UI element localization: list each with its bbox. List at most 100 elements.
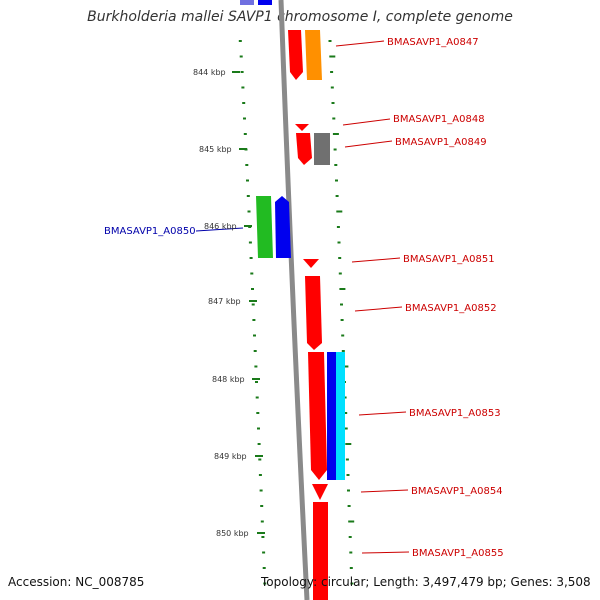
gene-a0850-green bbox=[256, 196, 273, 258]
ruler-tick-label: 846 kbp bbox=[204, 222, 237, 231]
gene-block-top-blue bbox=[258, 0, 272, 5]
ruler-tick-label: 844 kbp bbox=[193, 68, 226, 77]
gene-label[interactable]: BMASAVP1_A0851 bbox=[403, 254, 495, 265]
track-tick bbox=[333, 148, 337, 151]
track-tick bbox=[246, 195, 250, 197]
track-tick bbox=[243, 117, 246, 120]
gene-a0848 bbox=[295, 124, 309, 131]
gene-a0853-cyan bbox=[336, 352, 345, 480]
track-tick bbox=[346, 474, 350, 476]
track-tick bbox=[252, 319, 256, 321]
leader-a0848 bbox=[342, 118, 391, 126]
leader-a0855 bbox=[361, 551, 410, 554]
chromosome-backbone bbox=[278, 0, 310, 600]
gene-label[interactable]: BMASAVP1_A0850 bbox=[104, 226, 196, 237]
leader-a0852 bbox=[354, 306, 403, 312]
track-tick bbox=[260, 520, 264, 523]
track-tick bbox=[262, 567, 266, 569]
length-value: 3,497,479 bp bbox=[422, 575, 503, 589]
leader-a0851 bbox=[351, 257, 401, 263]
track-tick bbox=[335, 195, 339, 197]
gene-label[interactable]: BMASAVP1_A0853 bbox=[409, 408, 501, 419]
track-tick bbox=[261, 536, 265, 538]
label-leaders bbox=[195, 40, 410, 554]
track-tick bbox=[338, 257, 342, 259]
ruler-tick-label: 848 kbp bbox=[212, 375, 245, 384]
length-label: Length: bbox=[373, 575, 419, 589]
track-tick bbox=[251, 303, 255, 306]
track-guides bbox=[238, 40, 355, 585]
gene-a0852 bbox=[305, 276, 322, 350]
leader-a0849 bbox=[344, 140, 393, 148]
track-tick bbox=[258, 474, 262, 476]
track-tick bbox=[250, 272, 254, 275]
track-tick bbox=[240, 71, 244, 73]
gene-a0847-red bbox=[288, 30, 303, 80]
gene-a0855 bbox=[313, 502, 328, 600]
track-tick bbox=[257, 427, 260, 430]
track-tick bbox=[241, 86, 245, 89]
track-tick bbox=[253, 350, 257, 352]
ruler-tick-label: 845 kbp bbox=[199, 145, 232, 154]
track-tick bbox=[262, 551, 266, 554]
track-tick bbox=[255, 396, 259, 399]
track-tick bbox=[243, 133, 247, 135]
track-tick bbox=[335, 179, 338, 182]
ruler-tick-label: 847 kbp bbox=[208, 297, 241, 306]
topology-label: Topology: bbox=[261, 575, 318, 589]
gene-label[interactable]: BMASAVP1_A0849 bbox=[395, 137, 487, 148]
track-tick bbox=[338, 272, 342, 275]
genes-label: Genes: bbox=[510, 575, 553, 589]
gene-label[interactable]: BMASAVP1_A0848 bbox=[393, 114, 485, 125]
gene-a0851 bbox=[303, 259, 319, 268]
gene-label[interactable]: BMASAVP1_A0847 bbox=[387, 37, 479, 48]
track-tick bbox=[344, 427, 348, 430]
track-tick bbox=[238, 40, 242, 42]
ruler: 844 kbp 845 kbp 846 kbp 847 kbp 848 kbp … bbox=[193, 68, 249, 538]
accession-info: Accession: NC_008785 bbox=[8, 575, 144, 589]
track-tick bbox=[251, 288, 254, 290]
accession-value: NC_008785 bbox=[75, 575, 145, 589]
track-tick bbox=[347, 489, 350, 492]
accession-label: Accession: bbox=[8, 575, 72, 589]
track-tick bbox=[330, 71, 334, 73]
track-tick bbox=[245, 164, 249, 166]
leader-a0850 bbox=[195, 227, 244, 232]
track-tick bbox=[349, 567, 353, 569]
track-tick bbox=[345, 443, 352, 445]
track-tick bbox=[336, 210, 343, 213]
gene-label[interactable]: BMASAVP1_A0854 bbox=[411, 486, 503, 497]
genes-value: 3,508 bbox=[556, 575, 591, 589]
gene-a0853-red bbox=[308, 352, 327, 480]
track-tick bbox=[242, 102, 246, 104]
track-tick bbox=[343, 396, 347, 399]
track-tick bbox=[347, 505, 351, 507]
track-tick bbox=[331, 102, 335, 104]
gene-a0847-orange bbox=[305, 30, 322, 80]
gene-label[interactable]: BMASAVP1_A0852 bbox=[405, 303, 497, 314]
track-tick bbox=[340, 303, 343, 306]
track-tick bbox=[257, 443, 261, 445]
track-tick bbox=[253, 334, 256, 337]
leader-a0853 bbox=[358, 411, 407, 416]
track-tick bbox=[258, 458, 262, 461]
track-tick bbox=[348, 520, 355, 523]
gene-block-top-left bbox=[240, 0, 254, 5]
track-tick bbox=[337, 241, 341, 244]
track-tick bbox=[246, 179, 249, 182]
track-tick bbox=[332, 133, 339, 135]
track-tick bbox=[255, 381, 258, 383]
track-tick bbox=[340, 319, 344, 321]
gene-a0850-blue bbox=[275, 196, 291, 258]
gene-a0853-blue bbox=[327, 352, 336, 480]
track-tick bbox=[349, 551, 353, 554]
track-tick bbox=[344, 412, 348, 414]
track-tick bbox=[263, 582, 267, 585]
genome-summary: Topology: circular; Length: 3,497,479 bp… bbox=[261, 575, 591, 589]
track-tick bbox=[348, 536, 352, 538]
map-title: Burkholderia mallei SAVP1 chromosome I, … bbox=[87, 9, 513, 25]
track-tick bbox=[256, 412, 260, 414]
gene-label[interactable]: BMASAVP1_A0855 bbox=[412, 548, 504, 559]
track-tick bbox=[259, 489, 263, 492]
